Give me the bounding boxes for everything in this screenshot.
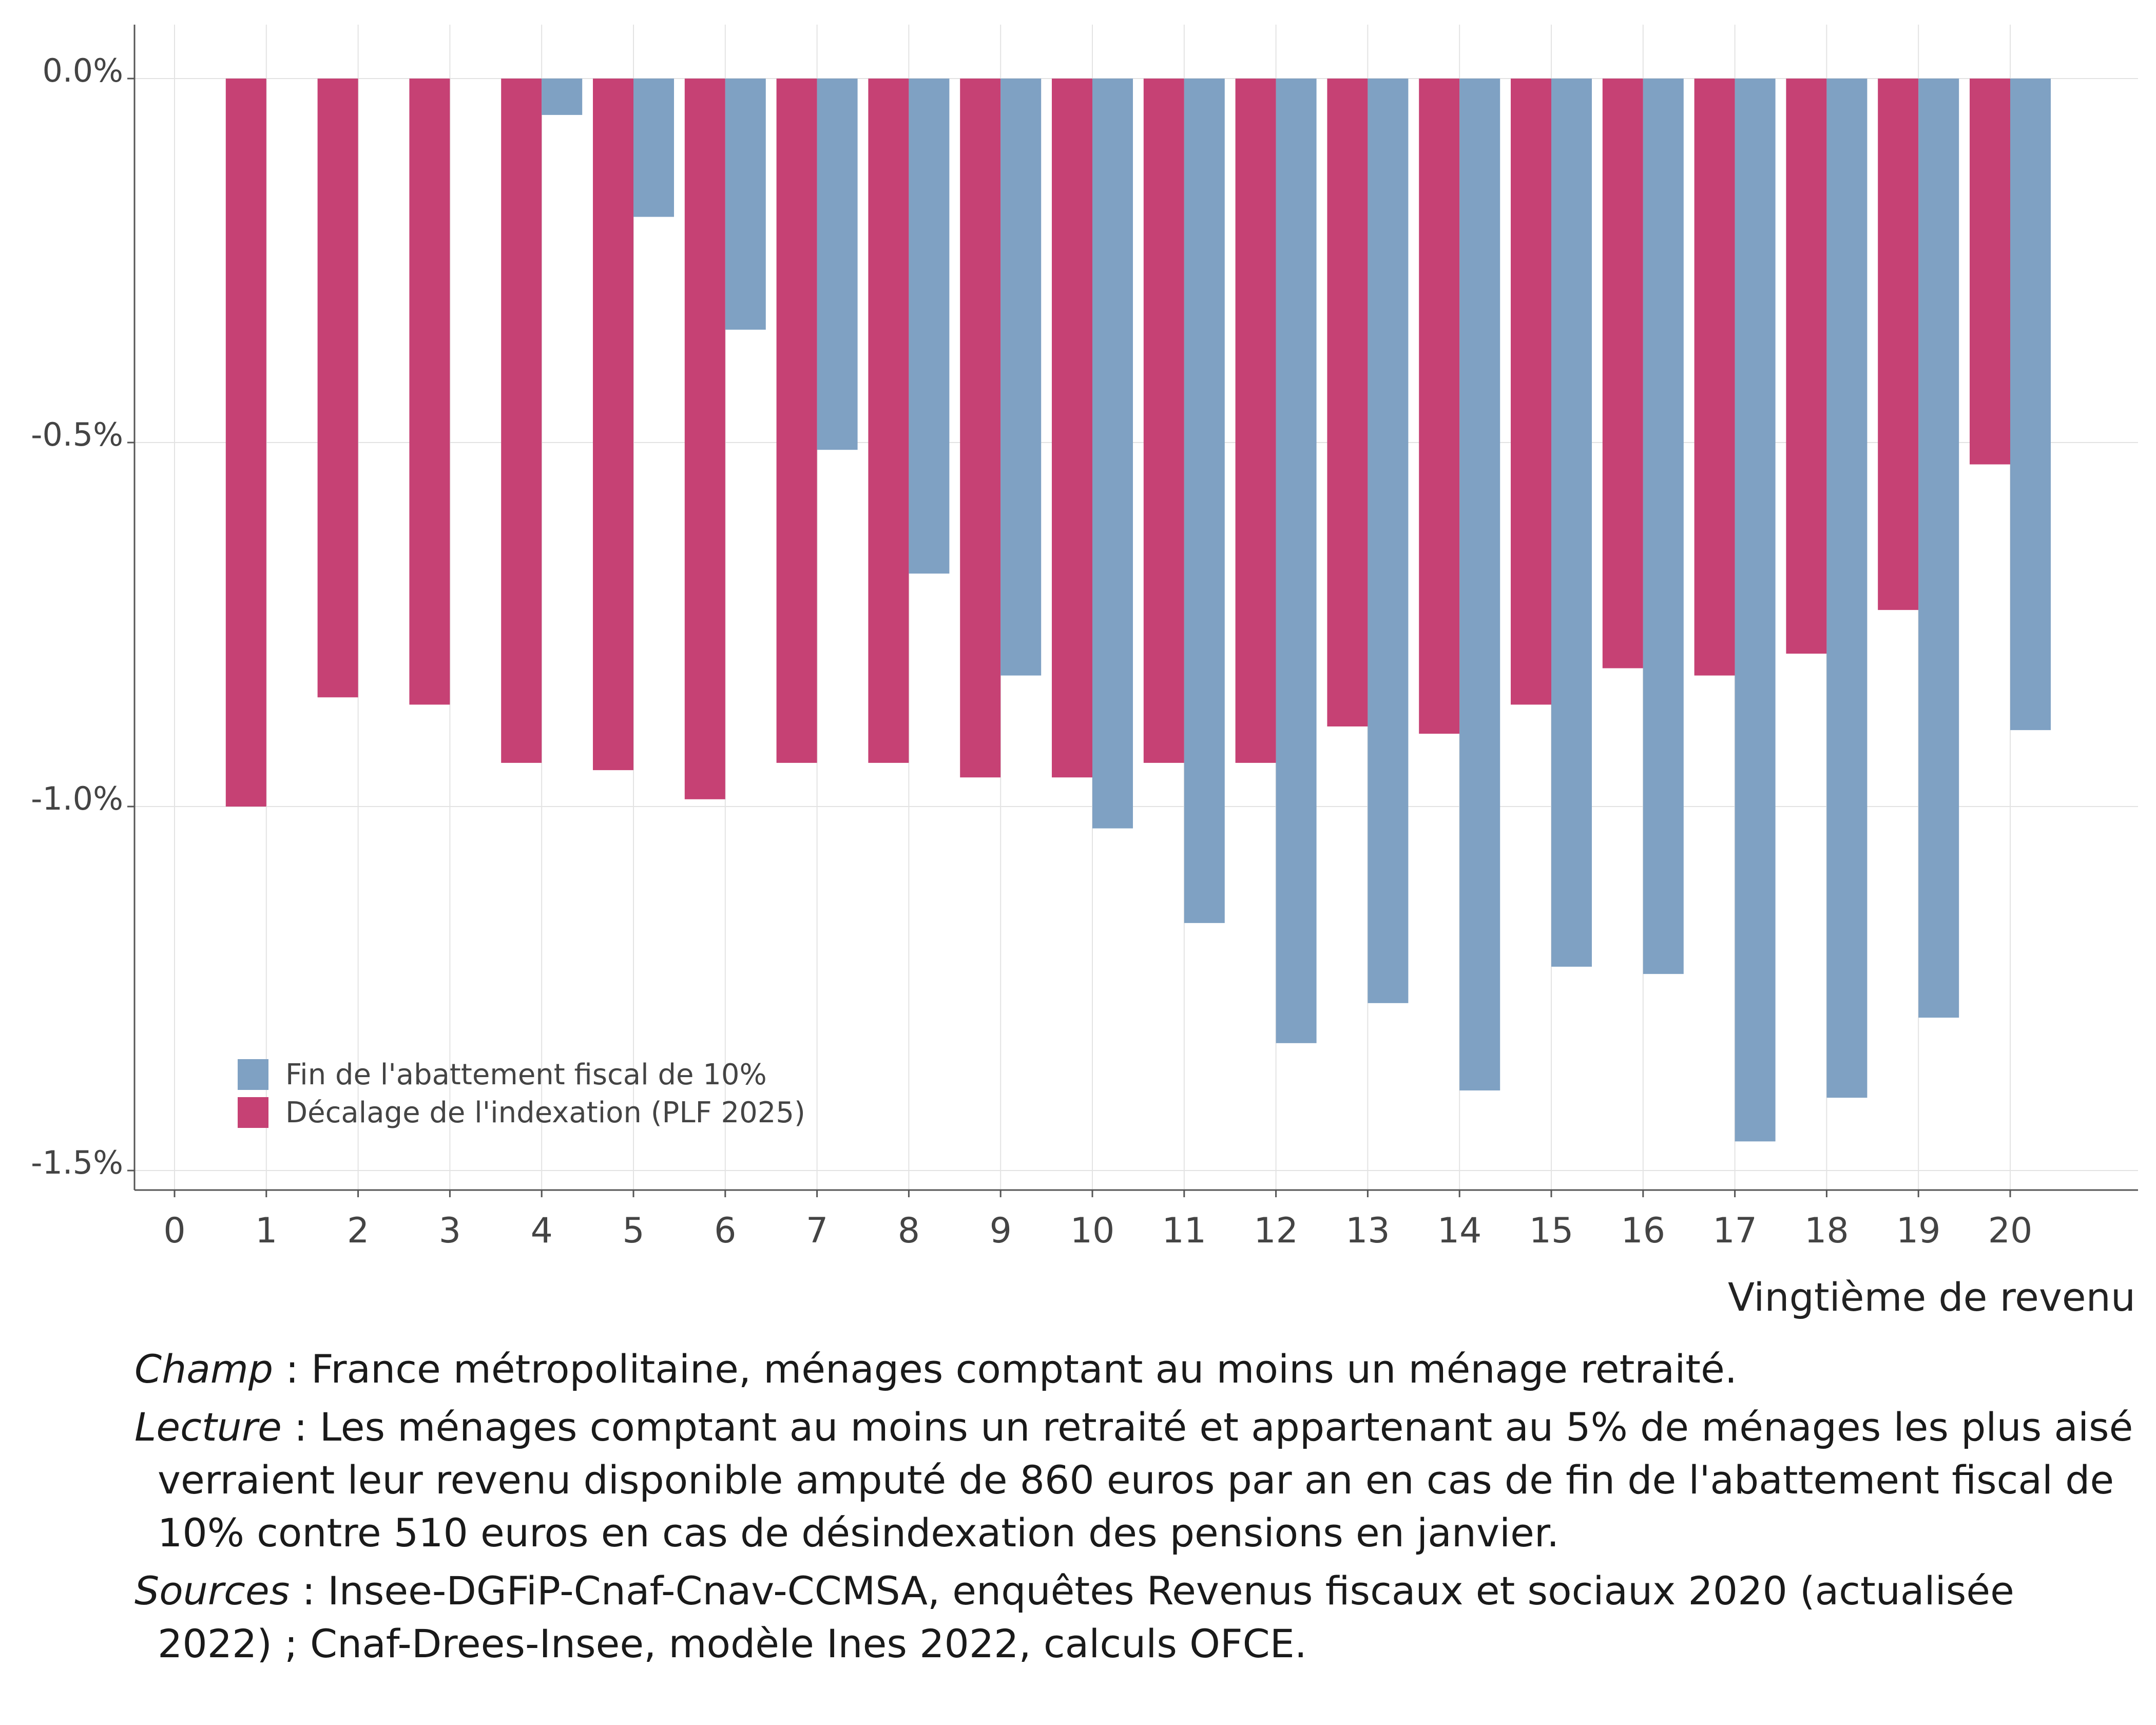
x-tick-label: 12	[1254, 1211, 1298, 1251]
x-tick-label: 17	[1712, 1211, 1757, 1251]
note-champ: Champ : France métropolitaine, ménages c…	[134, 1343, 2136, 1395]
bar-abattement-10	[1092, 79, 1133, 829]
note-sources: Sources : Insee-DGFiP-Cnaf-Cnav-CCMSA, e…	[134, 1564, 2136, 1670]
x-tick-label: 15	[1529, 1211, 1574, 1251]
x-tick-label: 4	[531, 1211, 553, 1251]
bar-indexation-10	[1052, 79, 1092, 778]
bar-abattement-4	[542, 79, 583, 115]
bar-abattement-15	[1551, 79, 1592, 967]
bar-chart: 0.0%-0.5%-1.0%-1.5% 0 1 2 3 4 5 6 7 8 9 10 11 12 13 14…	[31, 25, 2138, 1320]
axes	[133, 25, 2138, 1191]
bar-abattement-13	[1368, 79, 1409, 1003]
note-sources-key: Sources	[134, 1568, 290, 1614]
bar-indexation-15	[1511, 79, 1551, 705]
note-lecture: Lecture : Les ménages comptant au moins …	[134, 1401, 2136, 1559]
x-tick-label: 8	[898, 1211, 920, 1251]
bar-indexation-12	[1235, 79, 1276, 763]
bar-indexation-4	[501, 79, 542, 763]
bar-indexation-13	[1327, 79, 1368, 727]
x-tick-labels: 0 1 2 3 4 5 6 7 8 9 10 11 12 13 14 15 16 17 18 19 20	[163, 1190, 2032, 1251]
legend-label-abattement: Fin de l'abattement fiscal de 10%	[285, 1058, 767, 1091]
x-tick-label: 1	[255, 1211, 277, 1251]
bar-indexation-8	[868, 79, 909, 763]
x-tick-label: 19	[1896, 1211, 1941, 1251]
x-tick-label: 7	[806, 1211, 828, 1251]
note-champ-text: : France métropolitaine, ménages comptan…	[273, 1346, 1738, 1392]
bar-abattement-7	[817, 79, 858, 450]
x-tick-label: 20	[1988, 1211, 2033, 1251]
x-tick-label: 3	[439, 1211, 461, 1251]
bar-indexation-3	[409, 79, 450, 705]
bar-abattement-14	[1459, 79, 1500, 1091]
bar-abattement-17	[1735, 79, 1776, 1142]
bar-abattement-6	[725, 79, 766, 330]
x-tick-label: 6	[714, 1211, 736, 1251]
bar-indexation-5	[593, 79, 633, 771]
y-tick-label: 0.0%	[42, 52, 123, 89]
chart-notes: Champ : France métropolitaine, ménages c…	[134, 1343, 2136, 1675]
bar-abattement-12	[1276, 79, 1317, 1043]
bar-abattement-20	[2010, 79, 2051, 731]
x-axis-label: Vingtième de revenu	[1728, 1274, 2135, 1320]
note-champ-key: Champ	[134, 1346, 274, 1392]
bar-indexation-19	[1878, 79, 1919, 610]
y-tick-label: -0.5%	[31, 416, 123, 453]
bar-indexation-11	[1143, 79, 1184, 763]
bar-indexation-6	[684, 79, 725, 799]
x-tick-label: 10	[1070, 1211, 1115, 1251]
x-tick-label: 16	[1621, 1211, 1666, 1251]
x-tick-label: 18	[1804, 1211, 1849, 1251]
bar-abattement-18	[1826, 79, 1868, 1098]
x-tick-label: 9	[990, 1211, 1012, 1251]
bar-indexation-2	[317, 79, 358, 698]
legend-swatch-abattement	[238, 1059, 268, 1090]
bar-indexation-20	[1970, 79, 2010, 465]
bar-indexation-18	[1786, 79, 1827, 654]
note-lecture-text: : Les ménages comptant au moins un retra…	[158, 1404, 2133, 1556]
x-tick-label: 5	[622, 1211, 644, 1251]
bar-indexation-16	[1602, 79, 1643, 668]
bar-indexation-14	[1419, 79, 1460, 734]
legend-swatch-indexation	[238, 1097, 268, 1128]
bar-indexation-7	[776, 79, 817, 763]
note-sources-text: : Insee-DGFiP-Cnaf-Cnav-CCMSA, enquêtes …	[158, 1568, 2014, 1666]
legend-label-indexation: Décalage de l'indexation (PLF 2025)	[285, 1096, 805, 1129]
bar-abattement-8	[909, 79, 950, 574]
bar-abattement-5	[633, 79, 674, 217]
x-tick-label: 0	[163, 1211, 185, 1251]
y-tick-labels: 0.0% -0.5% -1.0% -1.5%	[31, 52, 134, 1181]
y-tick-label: -1.5%	[31, 1144, 123, 1181]
bar-indexation-9	[960, 79, 1001, 778]
legend: Fin de l'abattement fiscal de 10% Décala…	[238, 1058, 805, 1129]
bar-indexation-1	[225, 79, 266, 807]
bar-abattement-11	[1184, 79, 1225, 923]
x-tick-label: 2	[347, 1211, 369, 1251]
note-lecture-key: Lecture	[134, 1404, 282, 1450]
bar-abattement-19	[1918, 79, 1959, 1018]
y-tick-label: -1.0%	[31, 780, 123, 817]
x-tick-label: 11	[1162, 1211, 1207, 1251]
bar-indexation-17	[1694, 79, 1735, 676]
bar-abattement-16	[1643, 79, 1684, 974]
x-tick-label: 14	[1437, 1211, 1482, 1251]
bar-abattement-9	[1000, 79, 1042, 676]
bars	[225, 79, 2051, 1142]
x-tick-label: 13	[1345, 1211, 1390, 1251]
